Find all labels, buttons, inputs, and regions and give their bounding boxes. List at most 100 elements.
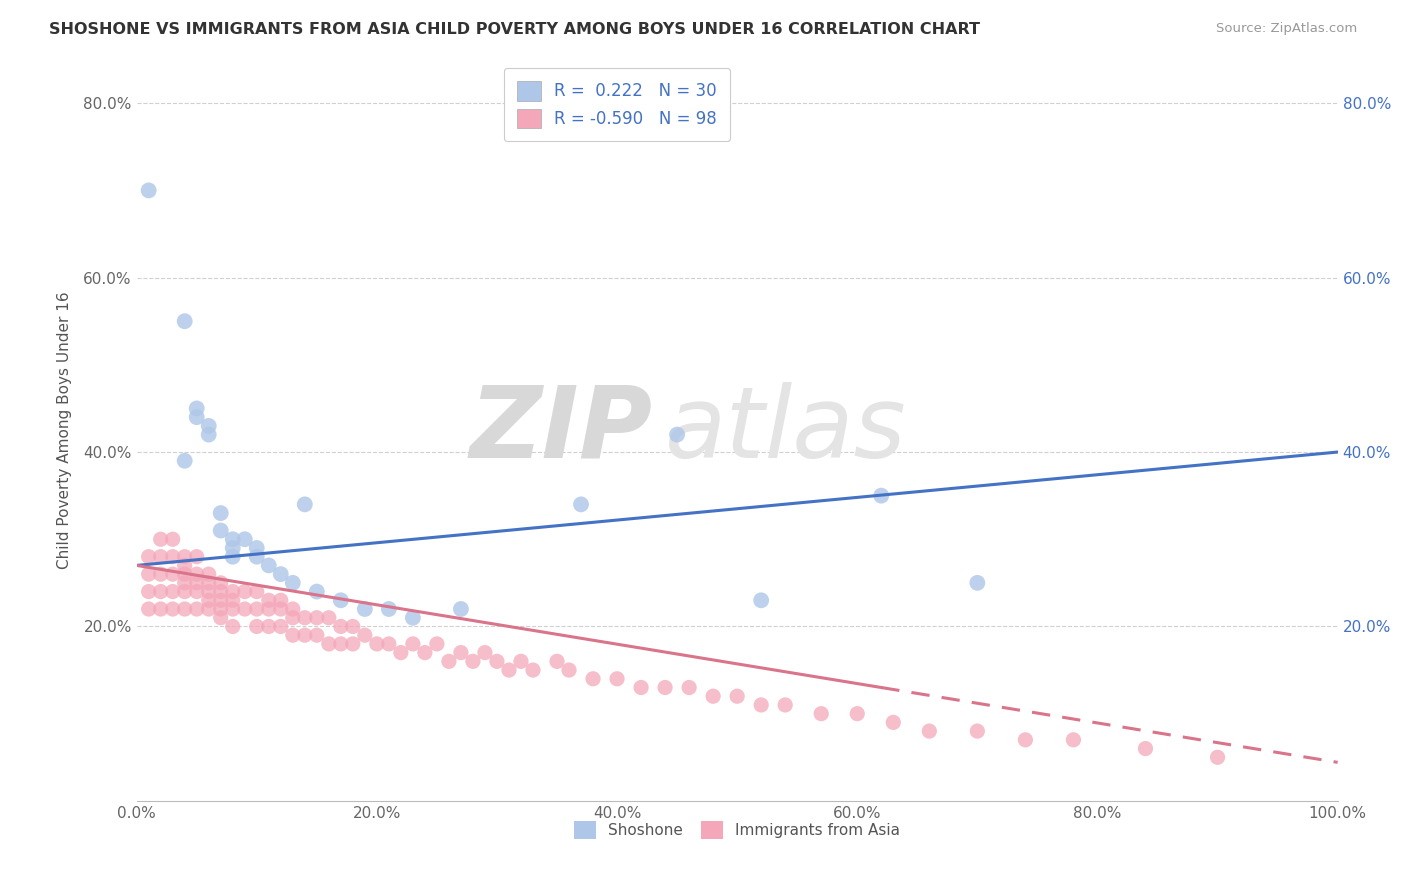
Point <box>173 567 195 582</box>
Point <box>305 611 328 625</box>
Text: Source: ZipAtlas.com: Source: ZipAtlas.com <box>1216 22 1357 36</box>
Point <box>702 690 724 704</box>
Point <box>257 619 280 633</box>
Point <box>485 654 508 668</box>
Point <box>966 575 988 590</box>
Point <box>966 724 988 739</box>
Point <box>186 401 208 416</box>
Point <box>149 602 172 616</box>
Point <box>281 628 304 642</box>
Point <box>606 672 628 686</box>
Point <box>773 698 796 712</box>
Point <box>546 654 568 668</box>
Point <box>318 637 340 651</box>
Point <box>918 724 941 739</box>
Point <box>318 611 340 625</box>
Point <box>138 183 160 197</box>
Point <box>582 672 605 686</box>
Point <box>257 593 280 607</box>
Point <box>197 567 219 582</box>
Point <box>378 637 401 651</box>
Point <box>197 427 219 442</box>
Point <box>378 602 401 616</box>
Point <box>498 663 520 677</box>
Point <box>678 681 700 695</box>
Point <box>810 706 832 721</box>
Point <box>294 628 316 642</box>
Point <box>222 533 245 547</box>
Point <box>173 602 195 616</box>
Point <box>222 541 245 555</box>
Point <box>294 611 316 625</box>
Point <box>270 619 292 633</box>
Point <box>162 567 184 582</box>
Point <box>233 533 256 547</box>
Point <box>749 698 772 712</box>
Point <box>281 575 304 590</box>
Point <box>197 575 219 590</box>
Point <box>186 575 208 590</box>
Point <box>246 584 269 599</box>
Point <box>197 418 219 433</box>
Point <box>413 646 436 660</box>
Point <box>257 602 280 616</box>
Point <box>162 584 184 599</box>
Point <box>197 602 219 616</box>
Point <box>138 549 160 564</box>
Point <box>569 497 592 511</box>
Point <box>186 549 208 564</box>
Point <box>305 628 328 642</box>
Point <box>186 584 208 599</box>
Point <box>173 575 195 590</box>
Point <box>270 602 292 616</box>
Point <box>450 646 472 660</box>
Point <box>725 690 748 704</box>
Point <box>209 575 232 590</box>
Point <box>138 602 160 616</box>
Point <box>162 549 184 564</box>
Point <box>402 611 425 625</box>
Point <box>246 549 269 564</box>
Point <box>426 637 449 651</box>
Point <box>173 549 195 564</box>
Point <box>246 602 269 616</box>
Point <box>173 314 195 328</box>
Point <box>389 646 412 660</box>
Point <box>1014 732 1036 747</box>
Point <box>149 549 172 564</box>
Point <box>870 489 893 503</box>
Point <box>246 619 269 633</box>
Point <box>882 715 904 730</box>
Point <box>173 558 195 573</box>
Point <box>197 593 219 607</box>
Point <box>342 619 364 633</box>
Point <box>270 567 292 582</box>
Point <box>437 654 460 668</box>
Point <box>209 584 232 599</box>
Point <box>461 654 484 668</box>
Point <box>281 602 304 616</box>
Point <box>222 602 245 616</box>
Point <box>402 637 425 651</box>
Point <box>209 506 232 520</box>
Point <box>558 663 581 677</box>
Point <box>305 584 328 599</box>
Text: ZIP: ZIP <box>470 382 652 479</box>
Point <box>366 637 388 651</box>
Point <box>173 584 195 599</box>
Point <box>294 497 316 511</box>
Point <box>162 533 184 547</box>
Point <box>666 427 689 442</box>
Point <box>162 602 184 616</box>
Point <box>846 706 869 721</box>
Point <box>149 584 172 599</box>
Point <box>186 567 208 582</box>
Point <box>329 637 352 651</box>
Point <box>329 619 352 633</box>
Point <box>630 681 652 695</box>
Legend: Shoshone, Immigrants from Asia: Shoshone, Immigrants from Asia <box>568 815 905 845</box>
Point <box>353 628 375 642</box>
Point <box>222 584 245 599</box>
Point <box>353 602 375 616</box>
Point <box>173 454 195 468</box>
